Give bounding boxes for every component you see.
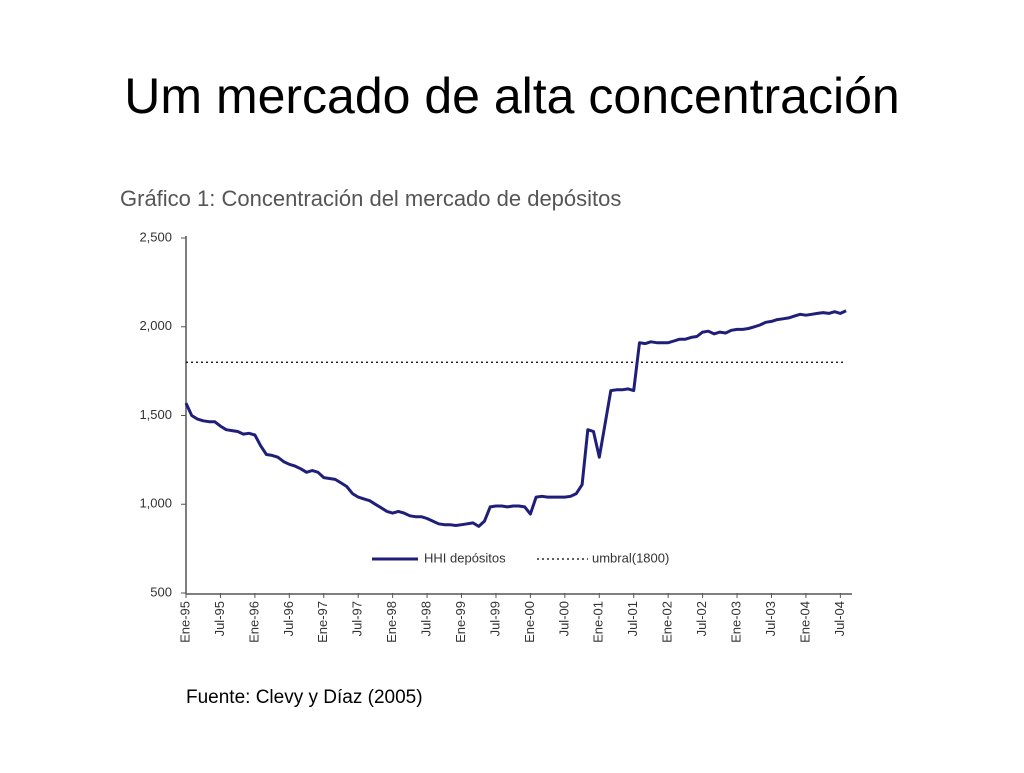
x-tick-label: Jul-02: [694, 601, 709, 636]
x-tick-label: Jul-03: [763, 601, 778, 636]
x-tick-label: Ene-95: [177, 601, 192, 643]
y-tick-label: 500: [150, 584, 172, 599]
x-tick-label: Ene-01: [591, 601, 606, 643]
x-tick-label: Ene-04: [797, 601, 812, 643]
y-tick-label: 2,500: [139, 229, 172, 244]
slide-title: Um mercado de alta concentración: [124, 68, 899, 124]
legend-label: umbral(1800): [592, 550, 669, 565]
source: Fuente: Clevy y Díaz (2005): [186, 687, 423, 708]
x-tick-label: Ene-98: [384, 601, 399, 643]
x-tick-label: Jul-97: [350, 601, 365, 636]
x-tick-label: Ene-97: [315, 601, 330, 643]
x-tick-label: Jul-98: [419, 601, 434, 636]
x-tick-label: Ene-96: [246, 601, 261, 643]
x-tick-label: Jul-95: [212, 601, 227, 636]
x-tick-label: Jul-04: [832, 601, 847, 636]
x-tick-label: Ene-99: [453, 601, 468, 643]
x-tick-label: Ene-02: [660, 601, 675, 643]
x-tick-label: Jul-96: [281, 601, 296, 636]
x-tick-label: Jul-01: [625, 601, 640, 636]
chart-title: Gráfico 1: Concentración del mercado de …: [120, 186, 621, 211]
y-tick-label: 1,500: [139, 407, 172, 422]
x-tick-label: Jul-99: [487, 601, 502, 636]
y-tick-label: 1,000: [139, 496, 172, 511]
series-line: [184, 309, 847, 528]
x-tick-label: Jul-00: [556, 601, 571, 636]
legend-label: HHI depósitos: [424, 550, 506, 565]
x-tick-label: Ene-00: [522, 601, 537, 643]
y-tick-label: 2,000: [139, 318, 172, 333]
x-tick-label: Ene-03: [728, 601, 743, 643]
